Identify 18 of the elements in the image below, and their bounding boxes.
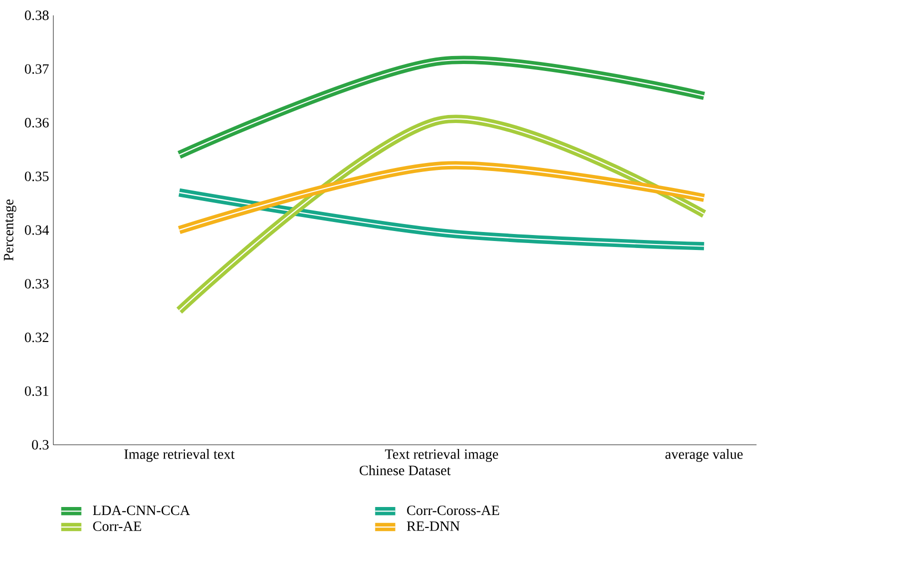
legend-label: RE-DNN [406, 522, 460, 531]
y-tick-label: 0.35 [24, 172, 49, 182]
y-tick-label: 0.37 [24, 64, 49, 74]
y-tick-label: 0.3 [32, 440, 49, 450]
legend-label: Corr-AE [93, 522, 142, 532]
y-tick-label: 0.36 [24, 118, 49, 128]
x-axis-title: Chinese Dataset [360, 465, 451, 476]
x-tick-label: Text retrieval image [385, 449, 498, 462]
y-tick-label: 0.33 [24, 279, 49, 289]
y-tick-label: 0.32 [24, 332, 48, 342]
y-tick-label: 0.31 [24, 386, 48, 396]
x-tick-label: average value [665, 449, 743, 462]
y-tick-label: 0.38 [24, 10, 49, 20]
legend-label: Corr-Coross-AE [407, 506, 500, 516]
x-tick-label: Image retrieval text [124, 449, 235, 462]
y-axis-title: Percentage [4, 200, 16, 261]
y-tick-label: 0.34 [24, 225, 49, 236]
legend-label: LDA-CNN-CCA [92, 506, 190, 516]
